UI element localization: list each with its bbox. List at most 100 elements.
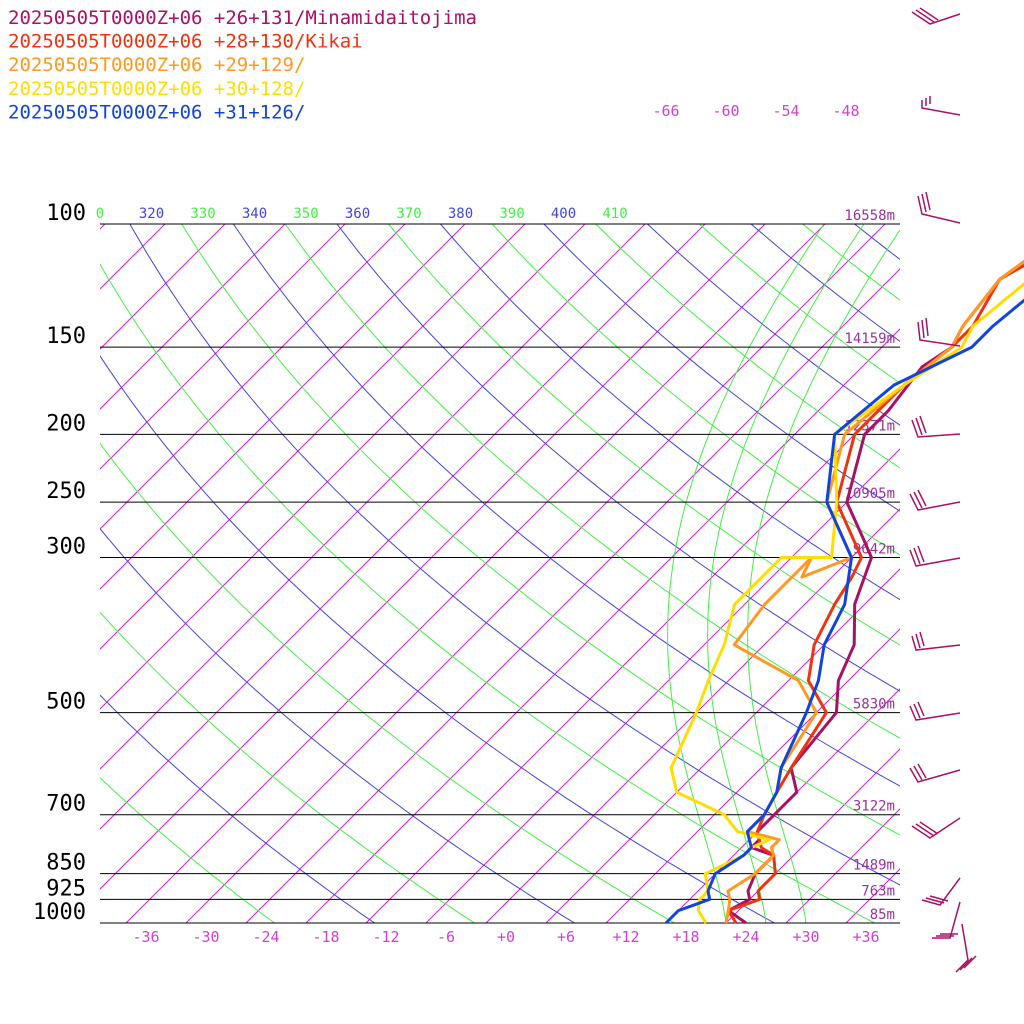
wind-barb-flag xyxy=(925,191,931,211)
isotherm-line xyxy=(100,224,766,890)
pressure-label: 1000 xyxy=(33,900,86,925)
pressure-label: 925 xyxy=(46,876,86,901)
pressure-label: 300 xyxy=(46,535,86,560)
height-label: 763m xyxy=(861,883,895,899)
dry-adiabat xyxy=(543,224,900,512)
wind-barb-flag xyxy=(917,763,927,779)
wind-barb-flag xyxy=(917,545,925,563)
height-label: 9642m xyxy=(853,542,895,558)
wind-barb-flag xyxy=(919,821,939,835)
isotherm-line xyxy=(100,224,226,350)
height-label: 16558m xyxy=(844,208,895,224)
temp-tick-label: -36 xyxy=(132,928,159,946)
legend-entry: 20250505T0000Z+06 +28+130/Kikai xyxy=(8,31,363,53)
pressure-label: 200 xyxy=(46,411,86,436)
wind-barb-flag xyxy=(915,823,935,837)
legend-entry: 20250505T0000Z+06 +29+129/ xyxy=(8,54,305,76)
wind-barb xyxy=(955,923,969,973)
wind-barb-flag xyxy=(917,701,925,717)
wind-barb-flag xyxy=(915,633,921,649)
wind-barb-flag xyxy=(959,957,973,971)
temp-tick-label: -12 xyxy=(372,928,399,946)
wind-barb-flag xyxy=(929,895,949,902)
wind-barb xyxy=(917,195,961,224)
height-label: 3122m xyxy=(853,799,895,815)
isotherm-label: -48 xyxy=(832,102,859,120)
theta-label: 340 xyxy=(242,206,267,222)
theta-label: 390 xyxy=(499,206,524,222)
wind-barb xyxy=(921,877,961,906)
isotherm-line xyxy=(100,224,286,410)
isotherm-line xyxy=(425,448,900,923)
theta-label: 350 xyxy=(293,206,318,222)
dry-adiabat xyxy=(100,442,675,923)
wind-barb xyxy=(932,901,961,939)
temp-tick-label: +24 xyxy=(732,928,759,946)
theta-label: 330 xyxy=(190,206,215,222)
isotherm-label: -60 xyxy=(712,102,739,120)
temp-tick-label: +36 xyxy=(852,928,879,946)
wind-barb-flag xyxy=(915,417,923,436)
dry-adiabat xyxy=(100,527,575,923)
temperature-profile-2 xyxy=(726,263,1024,924)
wind-barb-flag xyxy=(917,489,927,507)
wind-barb xyxy=(921,100,961,116)
pressure-label: 250 xyxy=(46,479,86,504)
temp-tick-label: +12 xyxy=(612,928,639,946)
wind-barb xyxy=(909,493,961,511)
wind-barb-flag xyxy=(925,317,929,337)
isotherm-line xyxy=(725,748,900,923)
wind-barb-flag xyxy=(913,765,923,781)
dry-adiabat xyxy=(750,224,900,342)
wind-barb xyxy=(917,321,961,347)
temperature-profile-5 xyxy=(664,298,1024,925)
dry-adiabat xyxy=(336,224,900,692)
height-label: 10905m xyxy=(844,486,895,502)
dry-adiabat xyxy=(181,224,900,836)
pressure-label: 700 xyxy=(46,792,86,817)
dry-adiabat xyxy=(854,224,900,260)
theta-label: 370 xyxy=(396,206,421,222)
isotherm-label: -54 xyxy=(772,102,799,120)
wind-barb xyxy=(909,705,961,721)
isotherm-label: -66 xyxy=(652,102,679,120)
wind-barbs xyxy=(909,7,977,973)
legend-entry: 20250505T0000Z+06 +30+128/ xyxy=(8,78,305,100)
isotherm-line xyxy=(365,388,900,923)
theta-label: 0 xyxy=(96,206,104,222)
isotherm-line xyxy=(100,224,526,650)
pressure-label: 100 xyxy=(46,201,86,226)
wind-barb-flag xyxy=(921,193,927,213)
isobar-lines xyxy=(100,223,900,924)
dry-adiabat xyxy=(440,224,900,601)
theta-label: 400 xyxy=(551,206,576,222)
isotherm-line xyxy=(100,224,706,830)
isotherm-line xyxy=(100,224,406,530)
temperature-profile-1 xyxy=(726,259,1024,925)
height-label: 5830m xyxy=(853,697,895,713)
isotherm-line xyxy=(100,224,346,470)
pressure-label: 500 xyxy=(46,690,86,715)
wind-barb-flag xyxy=(913,703,921,719)
isotherm-line xyxy=(100,224,586,710)
dry-adiabat xyxy=(100,777,275,923)
theta-lines xyxy=(100,224,900,923)
temp-tick-label: +6 xyxy=(557,928,575,946)
temp-tick-label: -18 xyxy=(312,928,339,946)
wind-barb-flag xyxy=(915,9,935,23)
temp-tick-label: +30 xyxy=(792,928,819,946)
isotherm-line xyxy=(185,224,886,923)
wind-barb xyxy=(911,635,961,651)
isotherm-line xyxy=(605,628,900,923)
wind-barb xyxy=(909,549,961,567)
wind-barb-flag xyxy=(925,897,945,904)
dry-adiabat xyxy=(698,224,900,384)
dry-adiabat xyxy=(388,224,900,646)
wind-barb xyxy=(911,11,961,25)
theta-label: 410 xyxy=(602,206,627,222)
isotherm-line xyxy=(545,568,900,923)
temp-tick-label: -24 xyxy=(252,928,279,946)
theta-label: 360 xyxy=(345,206,370,222)
